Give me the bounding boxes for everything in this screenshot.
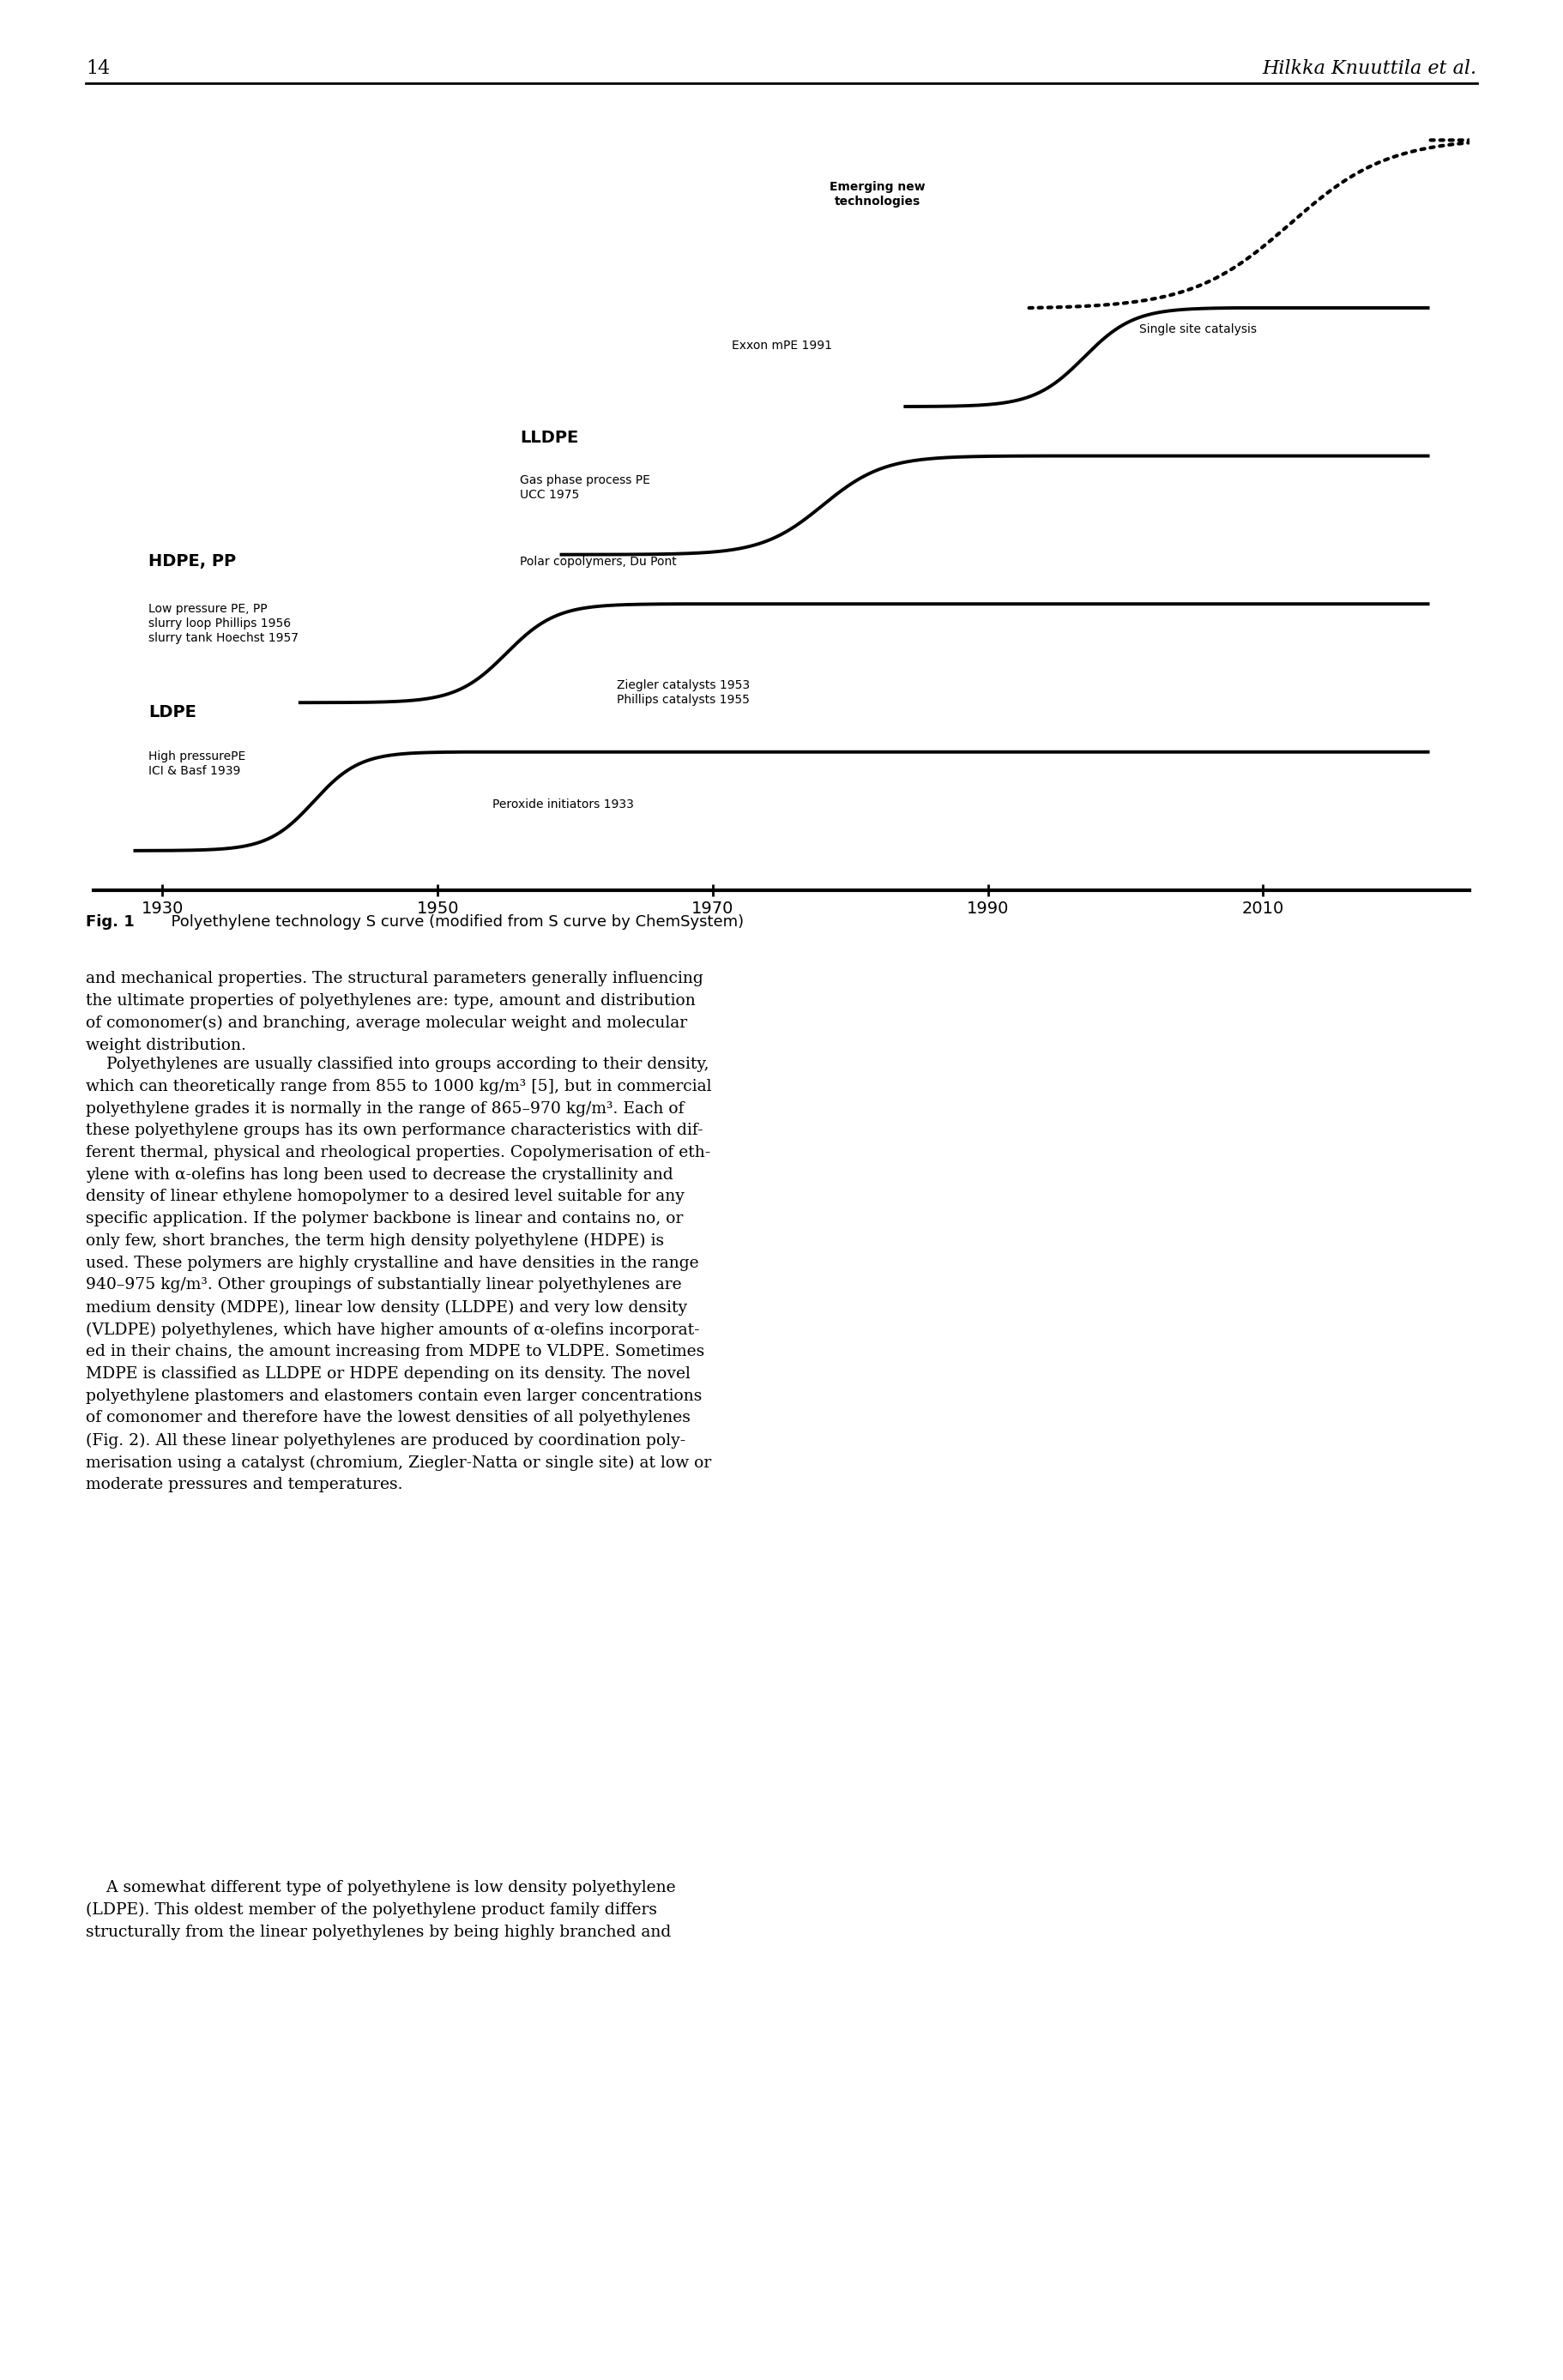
Text: Single site catalysis: Single site catalysis bbox=[1139, 324, 1257, 336]
Text: Low pressure PE, PP
slurry loop Phillips 1956
slurry tank Hoechst 1957: Low pressure PE, PP slurry loop Phillips… bbox=[148, 602, 299, 645]
Text: High pressurePE
ICI & Basf 1939: High pressurePE ICI & Basf 1939 bbox=[148, 750, 245, 778]
Text: Polyethylene technology S curve (modified from S curve by ChemSystem): Polyethylene technology S curve (modifie… bbox=[161, 914, 744, 928]
Text: LDPE: LDPE bbox=[148, 704, 197, 721]
Text: Emerging new
technologies: Emerging new technologies bbox=[830, 181, 925, 207]
Text: LLDPE: LLDPE bbox=[520, 431, 578, 445]
Text: Peroxide initiators 1933: Peroxide initiators 1933 bbox=[492, 797, 635, 809]
Text: Hilkka Knuuttila et al.: Hilkka Knuuttila et al. bbox=[1263, 60, 1477, 79]
Text: Ziegler catalysts 1953
Phillips catalysts 1955: Ziegler catalysts 1953 Phillips catalyst… bbox=[616, 678, 750, 707]
Text: Exxon mPE 1991: Exxon mPE 1991 bbox=[731, 340, 832, 352]
Text: Polar copolymers, Du Pont: Polar copolymers, Du Pont bbox=[520, 555, 677, 566]
Text: and mechanical properties. The structural parameters generally influencing
the u: and mechanical properties. The structura… bbox=[86, 971, 703, 1052]
Text: A somewhat different type of polyethylene is low density polyethylene
(LDPE). Th: A somewhat different type of polyethylen… bbox=[86, 1880, 675, 1940]
Text: Polyethylenes are usually classified into groups according to their density,
whi: Polyethylenes are usually classified int… bbox=[86, 1057, 711, 1492]
Text: HDPE, PP: HDPE, PP bbox=[148, 552, 236, 569]
Text: Gas phase process PE
UCC 1975: Gas phase process PE UCC 1975 bbox=[520, 474, 650, 500]
Text: Fig. 1: Fig. 1 bbox=[86, 914, 134, 928]
Text: 14: 14 bbox=[86, 60, 111, 79]
